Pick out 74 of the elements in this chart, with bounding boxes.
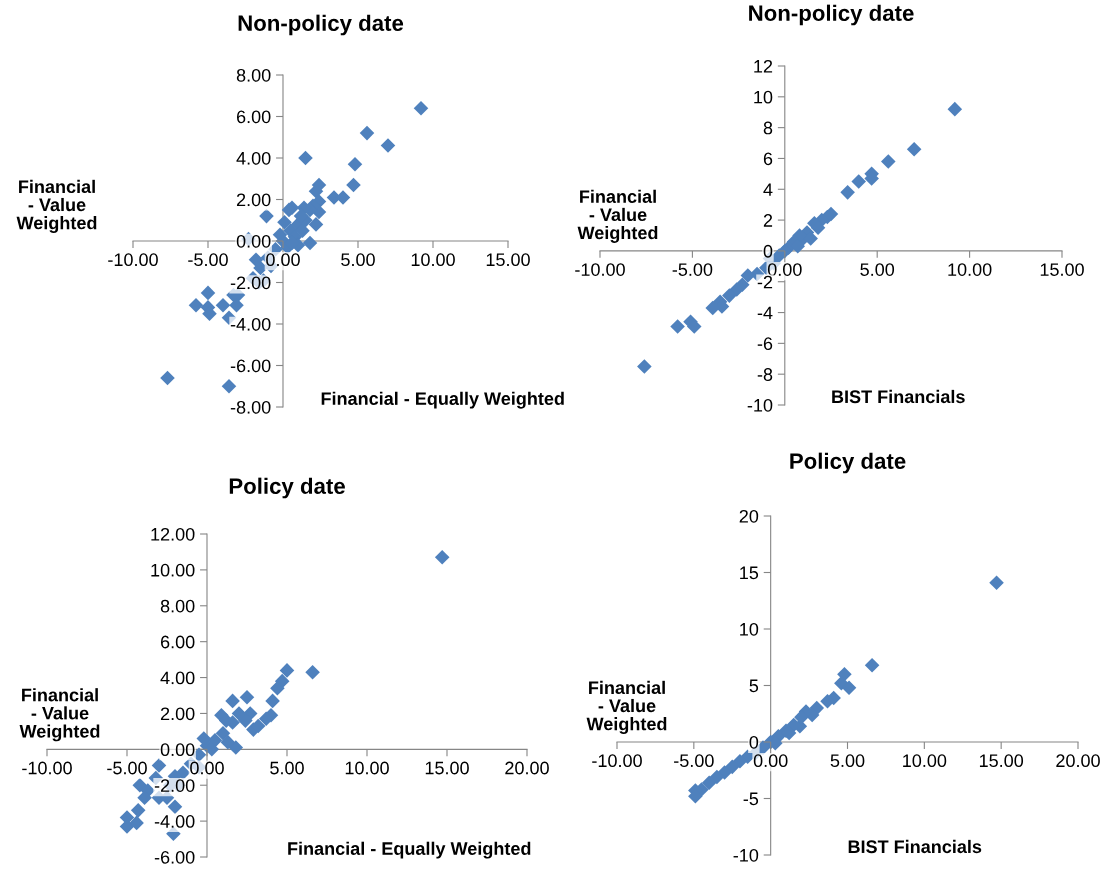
y-axis-title: Financial - Value Weighted	[577, 189, 658, 243]
y-tick-label: 10	[754, 90, 773, 104]
x-tick-label: 15.00	[425, 761, 469, 775]
y-tick-label: 2.00	[236, 193, 271, 207]
y-tick-label: 6	[763, 152, 773, 166]
y-tick-label: 8.00	[160, 599, 195, 613]
chart-title: Policy date	[229, 477, 345, 499]
x-tick-label: -10.00	[22, 761, 72, 775]
y-tick-label: -2	[757, 275, 773, 289]
x-tick-label: 10.00	[411, 253, 455, 267]
x-axis-title: BIST Financials	[832, 389, 965, 404]
x-tick-label: -10.00	[592, 754, 642, 768]
y-tick-label: 10	[740, 622, 759, 636]
y-tick-label: -4.00	[154, 815, 195, 828]
x-tick-label: 10.00	[948, 263, 992, 276]
x-tick-label: 10.00	[903, 754, 947, 768]
y-tick-label: 12	[754, 59, 773, 73]
y-tick-label: -2.00	[230, 276, 271, 290]
y-tick-label: -4.00	[230, 317, 271, 331]
x-tick-label: -10.00	[108, 253, 158, 267]
y-tick-label: 4	[763, 183, 773, 196]
y-tick-label: 2.00	[160, 707, 195, 721]
y-axis-title: Financial - Value Weighted	[16, 179, 97, 233]
y-tick-label: 0.00	[236, 234, 271, 248]
x-tick-label: -5.00	[107, 761, 147, 775]
x-tick-label: 5.00	[830, 754, 865, 768]
y-tick-label: 0.00	[160, 743, 195, 757]
y-tick-label: 10.00	[151, 563, 195, 577]
y-tick-label: -8	[757, 368, 773, 381]
y-tick-label: 5	[749, 679, 759, 693]
y-tick-label: 4.00	[236, 151, 271, 165]
x-tick-label: 0.00	[266, 253, 300, 267]
x-tick-label: -5.00	[674, 754, 714, 768]
y-tick-label: -10	[733, 848, 759, 862]
x-axis-title: Financial - Equally Weighted	[288, 841, 531, 859]
chart-title: Non-policy date	[238, 14, 404, 36]
y-tick-label: -6.00	[154, 850, 195, 864]
y-tick-label: 8.00	[236, 68, 271, 82]
x-tick-label: 5.00	[860, 263, 895, 276]
y-tick-label: 0	[749, 735, 759, 749]
x-tick-label: 15.00	[1040, 263, 1084, 276]
x-tick-label: 10.00	[345, 761, 389, 775]
x-axis-title: Financial - Equally Weighted	[321, 391, 564, 409]
y-axis-title: Financial - Value Weighted	[19, 688, 100, 742]
y-tick-label: -6	[757, 337, 773, 351]
y-tick-label: 6.00	[236, 110, 271, 124]
y-tick-label: 0	[763, 244, 773, 258]
y-tick-label: 15	[740, 566, 759, 580]
x-tick-label: 5.00	[341, 253, 375, 267]
y-tick-label: 4.00	[160, 671, 195, 685]
x-tick-label: 20.00	[1056, 754, 1100, 768]
y-tick-label: 6.00	[160, 635, 195, 649]
chart-title: Non-policy date	[749, 4, 914, 26]
y-tick-label: -4	[757, 306, 773, 320]
y-tick-label: 8	[763, 121, 773, 135]
y-tick-label: 12.00	[151, 527, 195, 541]
x-tick-label: -5.00	[188, 253, 228, 267]
y-tick-label: -6.00	[230, 359, 271, 373]
y-tick-label: 2	[763, 214, 773, 227]
y-tick-label: -5	[743, 792, 759, 806]
y-tick-label: -2.00	[154, 779, 195, 792]
y-tick-label: -10	[747, 398, 773, 412]
x-tick-label: 15.00	[979, 754, 1024, 768]
chart-title: Policy date	[790, 452, 906, 474]
x-tick-label: 20.00	[505, 761, 549, 775]
x-tick-label: 0.00	[190, 761, 224, 775]
x-tick-label: 5.00	[270, 761, 304, 775]
y-axis-title: Financial - Value Weighted	[586, 680, 667, 734]
x-tick-label: -5.00	[672, 263, 713, 276]
x-axis-title: BIST Financials	[848, 839, 982, 854]
x-tick-label: -10.00	[575, 263, 625, 276]
y-tick-label: -8.00	[230, 400, 271, 414]
y-tick-label: 20	[739, 509, 759, 523]
x-tick-label: 15.00	[486, 253, 530, 267]
